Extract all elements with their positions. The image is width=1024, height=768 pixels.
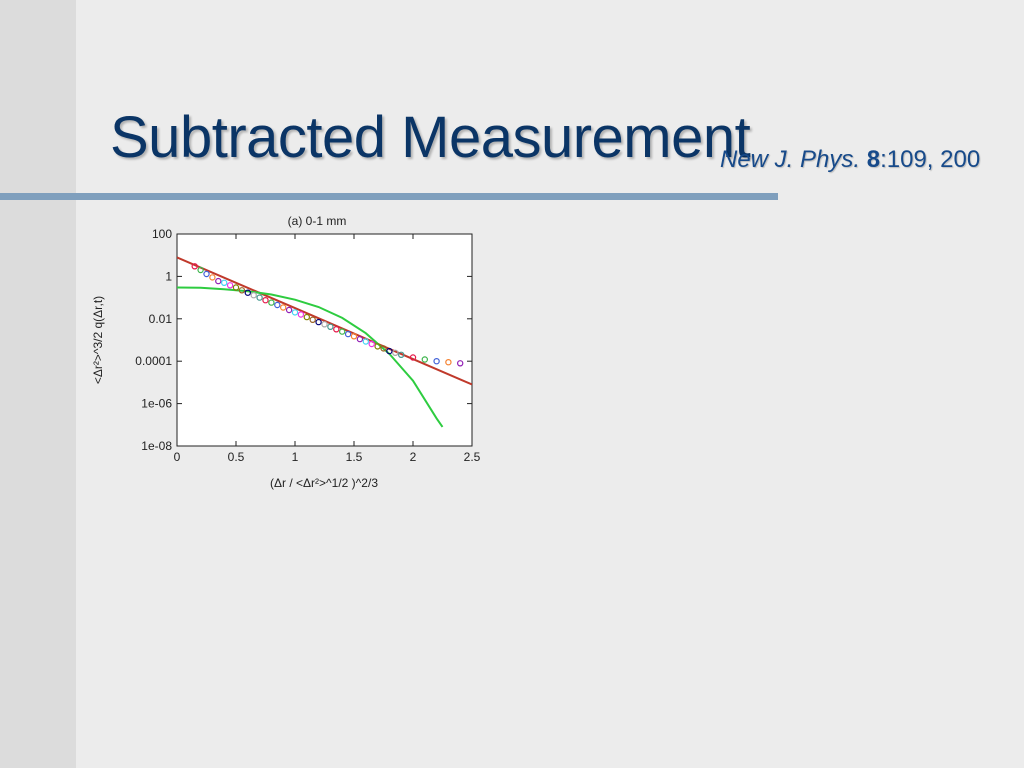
data-point [238, 287, 246, 294]
y-tick-label: 1e-06 [141, 397, 172, 411]
data-point [321, 321, 328, 328]
x-tick-label: 1 [292, 450, 299, 464]
data-point [421, 356, 428, 363]
data-point [197, 266, 204, 274]
data-point [285, 306, 293, 314]
data-point [386, 347, 393, 355]
fit-curves [177, 256, 472, 428]
citation-volume: 8 [866, 146, 881, 173]
data-point [291, 309, 299, 316]
data-point [339, 328, 346, 335]
data-point [356, 335, 364, 343]
x-axis-label: (Δr / <Δr²>^1/2 )^2/3 [270, 476, 378, 490]
data-point [350, 333, 358, 340]
data-point [457, 360, 464, 367]
data-point [220, 279, 228, 287]
data-point [262, 296, 269, 304]
data-point [256, 294, 263, 301]
data-point [380, 345, 387, 352]
data-point [297, 311, 305, 318]
citation: New J. Phys. 8:109, 200 [720, 146, 980, 174]
y-tick-label: 0.01 [149, 312, 173, 326]
data-point [374, 343, 381, 350]
data-point [232, 284, 240, 291]
x-tick-label: 0 [174, 450, 181, 464]
fit-line-red [177, 256, 472, 386]
data-point [203, 270, 210, 278]
citation-pages: :109, 200 [880, 146, 981, 173]
fit-line-green [177, 286, 444, 428]
data-point [191, 263, 198, 270]
data-point [433, 357, 440, 365]
x-tick-label: 0.5 [228, 450, 245, 464]
data-point [409, 354, 417, 361]
x-tick-label: 2.5 [464, 450, 481, 464]
x-tick-label: 2 [410, 450, 417, 464]
data-point [309, 316, 316, 324]
data-point [392, 349, 399, 356]
title-divider [0, 193, 778, 200]
axis-ticks: 0 0.5 1 1.5 2 2.5 100 1 0.01 0.0001 1e-06 1e-08 [135, 227, 480, 464]
data-point [274, 301, 281, 309]
data-point [244, 289, 251, 296]
y-tick-label: 100 [152, 227, 172, 241]
data-point [250, 291, 257, 299]
data-point [445, 358, 452, 366]
y-tick-label: 0.0001 [135, 354, 172, 368]
data-point [226, 282, 234, 289]
y-axis-label: <Δr²>^3/2 q(Δr,t) [91, 296, 105, 384]
plot-frame [176, 233, 473, 447]
scatter-chart: (a) 0-1 mm 0 0.5 1 1.5 2 2.5 100 1 0.01 0.0001 1e-… [91, 214, 481, 490]
data-points [191, 263, 464, 367]
data-point [398, 351, 405, 358]
citation-journal: New J. Phys. [720, 146, 861, 173]
data-point [303, 313, 310, 321]
data-point [268, 299, 275, 306]
slide-left-band [0, 0, 76, 768]
chart-title: (a) 0-1 mm [288, 214, 347, 228]
data-point [279, 304, 287, 311]
data-point [209, 274, 216, 281]
x-tick-label: 1.5 [346, 450, 363, 464]
data-point [327, 323, 334, 331]
data-point [215, 277, 222, 285]
slide-title: Subtracted Measurement [110, 105, 751, 170]
data-point [315, 318, 322, 326]
y-tick-label: 1 [165, 269, 172, 283]
data-point [333, 326, 340, 333]
data-point [344, 330, 352, 338]
data-point [362, 338, 369, 345]
y-tick-label: 1e-08 [141, 439, 172, 453]
data-point [368, 340, 375, 348]
